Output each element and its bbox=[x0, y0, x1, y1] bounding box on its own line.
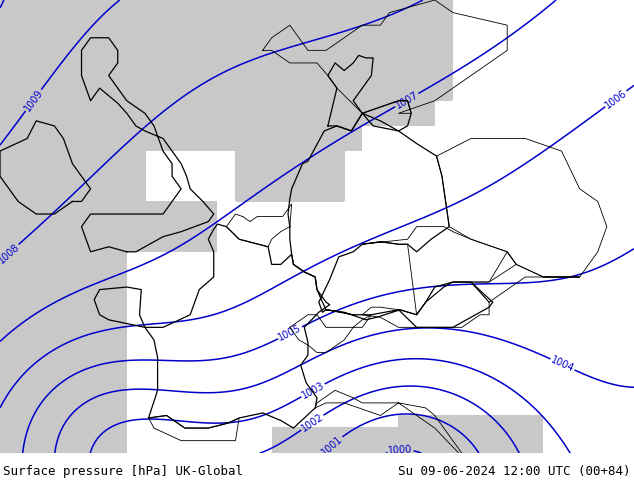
Text: 1001: 1001 bbox=[320, 434, 344, 457]
Text: 1008: 1008 bbox=[0, 242, 21, 265]
Text: 1004: 1004 bbox=[549, 355, 576, 374]
Text: 1003: 1003 bbox=[300, 380, 326, 400]
Text: 1009: 1009 bbox=[22, 88, 44, 113]
Text: 1005: 1005 bbox=[277, 323, 303, 343]
Text: 1006: 1006 bbox=[603, 88, 629, 110]
Text: 1002: 1002 bbox=[299, 412, 325, 434]
Text: 1000: 1000 bbox=[388, 444, 413, 456]
Text: Surface pressure [hPa] UK-Global: Surface pressure [hPa] UK-Global bbox=[3, 465, 243, 478]
Text: 1007: 1007 bbox=[394, 90, 420, 111]
Text: Su 09-06-2024 12:00 UTC (00+84): Su 09-06-2024 12:00 UTC (00+84) bbox=[398, 465, 631, 478]
